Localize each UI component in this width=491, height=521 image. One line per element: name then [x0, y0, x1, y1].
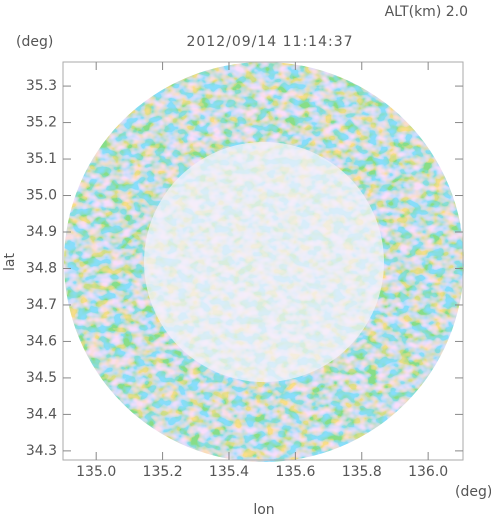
y-tick-label: 34.5 — [26, 370, 57, 386]
y-tick-label: 35.0 — [26, 188, 57, 204]
x-axis-label: lon — [253, 502, 274, 518]
y-axis-label: lat — [2, 253, 18, 271]
plot-frame — [62, 61, 464, 461]
y-tick-label: 34.7 — [26, 297, 57, 313]
x-tick-label: 135.8 — [342, 464, 382, 480]
y-tick-label: 34.6 — [26, 333, 57, 349]
x-tick-label: 136.0 — [408, 464, 448, 480]
x-tick-label: 135.6 — [275, 464, 315, 480]
x-tick-label: 135.4 — [209, 464, 249, 480]
altitude-label: ALT(km) 2.0 — [385, 4, 468, 20]
y-tick-label: 34.8 — [26, 260, 57, 276]
y-unit: (deg) — [16, 34, 53, 50]
y-tick-label: 35.2 — [26, 115, 57, 131]
y-tick-label: 35.1 — [26, 151, 57, 167]
x-tick-label: 135.2 — [143, 464, 183, 480]
chart-title: 2012/09/14 11:14:37 — [186, 34, 353, 50]
x-unit: (deg) — [455, 484, 491, 500]
y-tick-label: 34.4 — [26, 406, 57, 422]
y-tick-label: 34.9 — [26, 224, 57, 240]
radar-image — [64, 62, 464, 462]
x-tick-label: 135.0 — [76, 464, 116, 480]
y-tick-label: 34.3 — [26, 443, 57, 459]
y-tick-label: 35.3 — [26, 78, 57, 94]
